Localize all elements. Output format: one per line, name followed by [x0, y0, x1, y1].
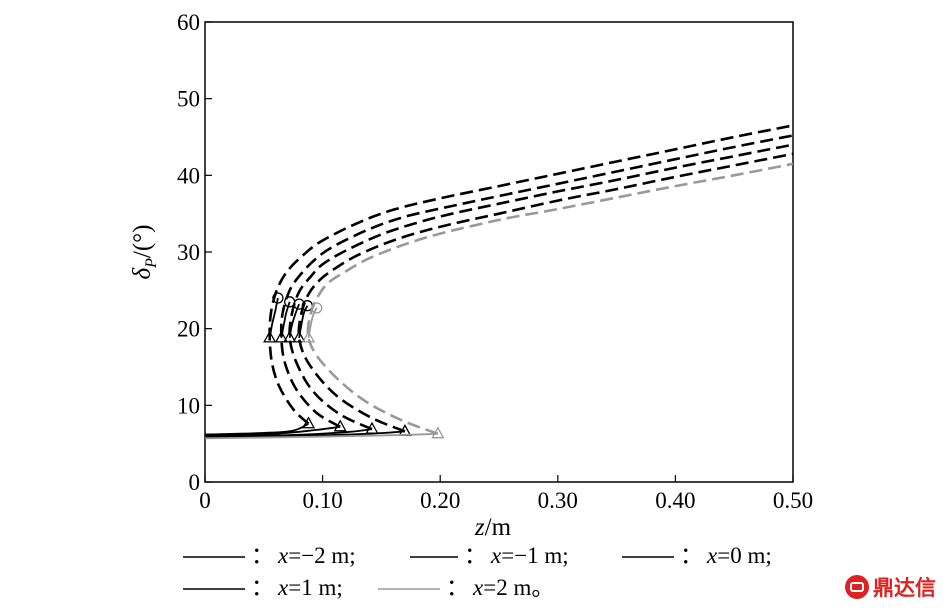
y-tick-label: 10	[177, 393, 200, 418]
triangle-marker	[431, 426, 445, 439]
y-axis-unit: /(°)	[129, 225, 156, 259]
series-dashed-line	[279, 134, 793, 428]
series-3	[205, 143, 793, 438]
y-tick-label: 60	[177, 10, 200, 35]
series-2	[205, 134, 793, 437]
x-tick-label: 0.10	[302, 488, 342, 513]
legend-item-2: ： x=−1 m;	[410, 543, 569, 568]
series-dashed-line	[288, 143, 793, 431]
legend-item-4: ： x=1 m;	[183, 575, 343, 600]
triangle-marker	[263, 330, 277, 343]
legend-label: ： x=2 m。	[446, 575, 554, 600]
legend-label: ： x=0 m;	[680, 543, 772, 568]
series-solid-line-lower	[205, 425, 341, 437]
watermark: 鼎达信	[845, 572, 936, 602]
y-axis-subscript: P	[143, 258, 160, 269]
legend-label-value: =−1 m;	[501, 543, 568, 568]
x-axis-unit: /m	[485, 514, 512, 541]
legend-label: ： x=−2 m;	[251, 543, 356, 568]
series-1	[205, 124, 793, 436]
y-tick-label: 50	[177, 87, 200, 112]
y-tick-label: 20	[177, 317, 200, 342]
x-axis-variable: z	[474, 514, 485, 541]
y-tick-label: 30	[177, 240, 200, 265]
series-dashed-line	[306, 162, 793, 435]
x-tick-label: 0.20	[420, 488, 460, 513]
y-tick-label: 0	[189, 470, 201, 495]
legend-label: ： x=1 m;	[251, 575, 343, 600]
circle-marker	[311, 302, 323, 314]
x-tick-label: 0.30	[538, 488, 578, 513]
legend-item-5: ： x=2 m。	[378, 575, 554, 600]
legend-label-value: =1 m;	[288, 575, 343, 600]
series-layer	[205, 124, 793, 440]
triangle-marker	[274, 330, 289, 343]
series-dashed-line	[268, 124, 793, 425]
series-4	[205, 152, 793, 439]
legend-item-1: ： x=−2 m;	[183, 543, 356, 568]
triangle-marker	[301, 416, 316, 429]
legend-label: ： x=−1 m;	[464, 543, 569, 568]
triangle-marker	[333, 419, 347, 432]
series-solid-line-upper	[307, 307, 318, 339]
triangle-marker	[292, 330, 306, 343]
y-axis-label: δP/(°)	[129, 225, 160, 280]
watermark-logo-icon	[845, 575, 869, 599]
legend-label-value: =−2 m;	[288, 543, 355, 568]
legend-label-value: =0 m;	[717, 543, 772, 568]
legend-label-value: =2 m。	[483, 575, 554, 600]
x-tick-label: 0.40	[655, 488, 695, 513]
series-solid-line-upper	[298, 305, 309, 339]
circle-marker	[272, 292, 284, 304]
triangle-marker	[283, 330, 297, 343]
plot-frame	[204, 21, 794, 483]
legend-item-3: ： x=0 m;	[622, 543, 772, 568]
axis-ticks: 0 0.10 0.20 0.30 0.40 0.50 0 10 20 30 40 50 60	[177, 10, 813, 513]
y-tick-label: 40	[177, 163, 200, 188]
x-tick-label: 0.50	[773, 488, 813, 513]
x-tick-label: 0	[199, 488, 211, 513]
legend: ： x=−2 m; ： x=−1 m; ： x=0 m; ： x=1 m; ： x=2 m。	[183, 543, 772, 600]
series-solid-line-upper	[288, 303, 300, 339]
triangle-marker	[301, 330, 316, 343]
x-axis-label: z/m	[474, 514, 512, 541]
series-solid-line-lower	[205, 432, 438, 440]
series-5	[205, 162, 793, 440]
y-axis-variable: δ	[129, 268, 156, 280]
series-dashed-line	[297, 152, 793, 433]
watermark-text: 鼎达信	[873, 576, 936, 600]
